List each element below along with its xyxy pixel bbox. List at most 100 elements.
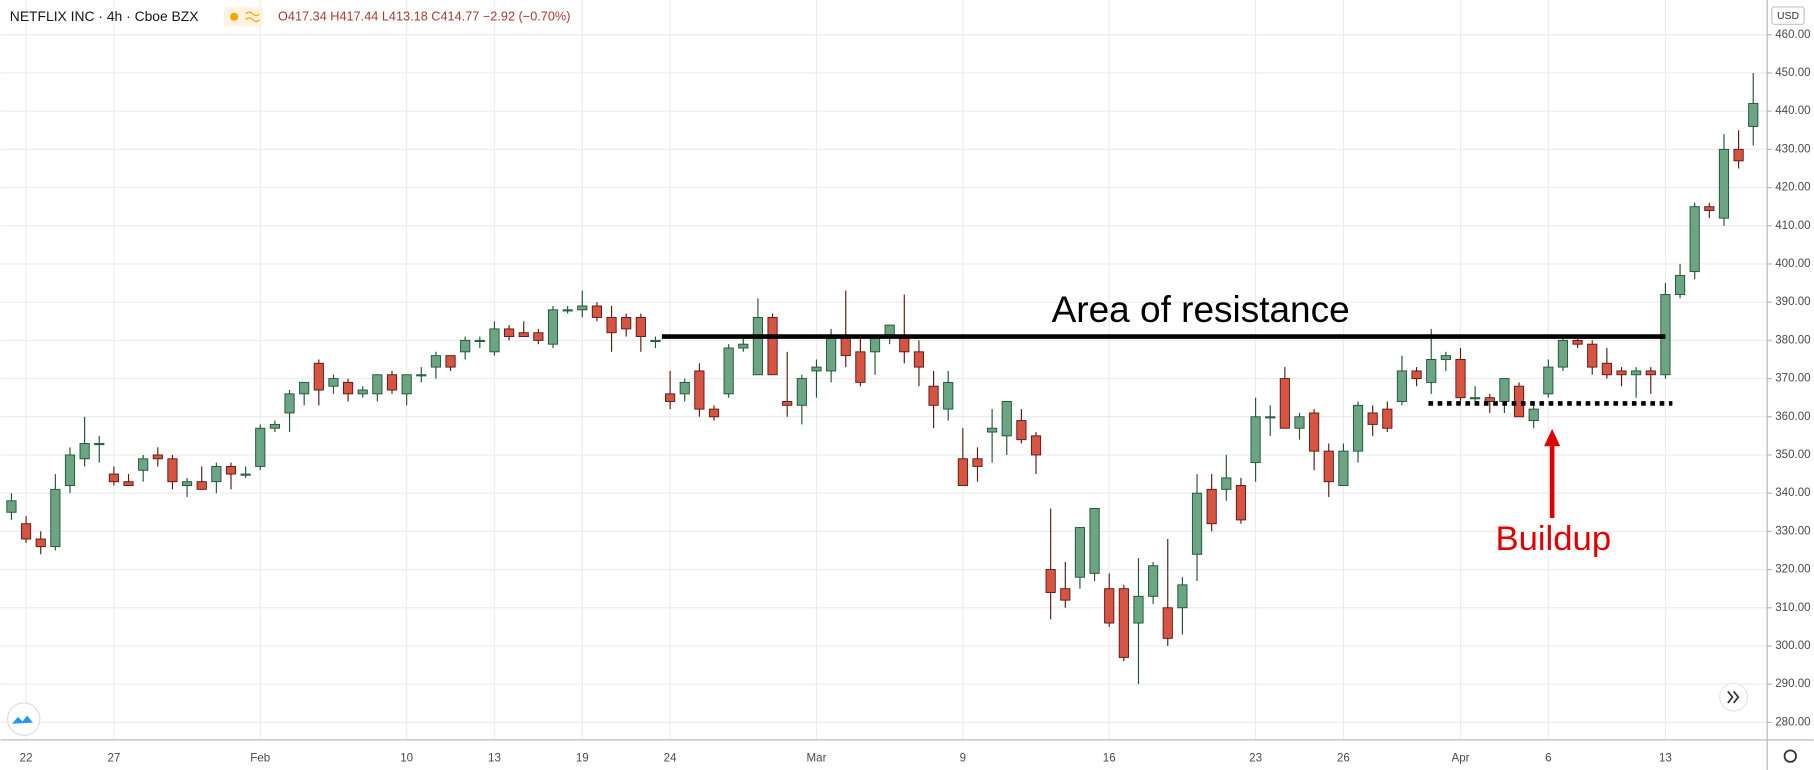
candle-body bbox=[35, 538, 46, 548]
candle-body bbox=[343, 381, 354, 395]
candle-body bbox=[943, 381, 954, 410]
candle-body bbox=[1440, 355, 1451, 360]
y-tick-label: 440.00 bbox=[1775, 105, 1810, 117]
y-tick-label: 410.00 bbox=[1775, 220, 1810, 232]
y-tick-label: 350.00 bbox=[1775, 449, 1810, 461]
candle-body bbox=[738, 343, 749, 349]
x-tick-label: Mar bbox=[807, 752, 827, 764]
candle-body bbox=[255, 427, 266, 467]
candle-body bbox=[621, 316, 632, 330]
y-tick-label: 280.00 bbox=[1775, 716, 1810, 728]
candle-body bbox=[796, 378, 807, 406]
candle-body bbox=[1191, 492, 1203, 555]
candle-body bbox=[708, 408, 720, 418]
candle-body bbox=[225, 465, 237, 475]
candle-body bbox=[401, 374, 412, 395]
candle-body bbox=[1279, 378, 1290, 429]
candle-body bbox=[1689, 206, 1700, 273]
candle-body bbox=[474, 339, 485, 342]
candle-body bbox=[6, 500, 17, 513]
candle-body bbox=[1045, 569, 1056, 593]
session-badge[interactable] bbox=[223, 6, 264, 27]
y-tick-label: 380.00 bbox=[1775, 334, 1810, 346]
x-tick-label: 13 bbox=[488, 752, 501, 764]
logo-button[interactable] bbox=[6, 702, 41, 736]
logo-icon bbox=[12, 715, 33, 724]
y-tick-label: 390.00 bbox=[1775, 296, 1810, 308]
settings-icon[interactable] bbox=[1783, 749, 1797, 763]
candle-body bbox=[1294, 416, 1305, 429]
candle-body bbox=[123, 481, 134, 486]
x-tick-label: 27 bbox=[107, 752, 120, 764]
candle-body bbox=[79, 443, 90, 460]
x-tick-label: 23 bbox=[1249, 752, 1262, 764]
candle-body bbox=[928, 385, 939, 406]
candle-body bbox=[94, 443, 105, 446]
y-tick-label: 310.00 bbox=[1775, 602, 1810, 614]
candle-body bbox=[811, 366, 822, 372]
wave-icon bbox=[245, 11, 260, 22]
candles bbox=[6, 72, 1759, 685]
candle-body bbox=[1426, 359, 1437, 383]
x-tick-label: 24 bbox=[664, 752, 677, 764]
candle-body bbox=[1704, 206, 1715, 211]
candle-body bbox=[533, 332, 544, 341]
candle-body bbox=[416, 374, 427, 377]
y-tick-label: 450.00 bbox=[1775, 67, 1810, 79]
resistance-label: Area of resistance bbox=[1052, 289, 1350, 330]
candle-body bbox=[211, 465, 222, 483]
candle-body bbox=[1748, 103, 1759, 127]
candle-body bbox=[1001, 401, 1012, 437]
x-tick-label: 13 bbox=[1659, 752, 1672, 764]
candle-body bbox=[1587, 343, 1598, 368]
candle-body bbox=[1528, 408, 1539, 422]
candle-body bbox=[1177, 584, 1188, 609]
candle-body bbox=[547, 309, 559, 345]
candle-body bbox=[240, 473, 251, 476]
candle-body bbox=[460, 339, 471, 353]
chevrons-icon bbox=[1727, 690, 1740, 704]
y-tick-label: 420.00 bbox=[1775, 182, 1810, 194]
candle-body bbox=[138, 458, 149, 471]
candle-body bbox=[430, 355, 441, 368]
candle-body bbox=[1616, 370, 1627, 376]
x-tick-label: 6 bbox=[1545, 752, 1551, 764]
candle-body bbox=[167, 458, 178, 483]
x-tick-label: 9 bbox=[960, 752, 966, 764]
candle-body bbox=[489, 328, 500, 353]
candle-body bbox=[767, 316, 778, 376]
candle-body bbox=[328, 378, 339, 387]
y-tick-label: 360.00 bbox=[1775, 411, 1810, 423]
candle-body bbox=[504, 328, 515, 338]
x-tick-label: Feb bbox=[250, 752, 270, 764]
candle-body bbox=[1030, 435, 1042, 456]
candle-body bbox=[562, 309, 573, 312]
candle-body bbox=[1148, 565, 1159, 597]
candle-body bbox=[1382, 408, 1393, 429]
candle-body bbox=[1104, 588, 1115, 624]
candle-body bbox=[1733, 148, 1744, 162]
y-tick-label: 330.00 bbox=[1775, 525, 1810, 537]
currency-badge bbox=[1771, 6, 1805, 25]
candle-body bbox=[1309, 412, 1320, 452]
candle-body bbox=[635, 316, 646, 338]
candle-body bbox=[20, 523, 32, 540]
candle-body bbox=[108, 473, 119, 483]
candle-body bbox=[957, 458, 968, 486]
candle-body bbox=[1206, 488, 1217, 525]
candle-body bbox=[50, 488, 61, 548]
candle-body bbox=[1133, 595, 1144, 624]
candle-body bbox=[577, 305, 588, 311]
grid bbox=[0, 0, 1768, 740]
candle-body bbox=[1484, 397, 1495, 402]
candle-body bbox=[1118, 588, 1129, 658]
candle-body bbox=[723, 347, 734, 395]
x-tick-label: 10 bbox=[400, 752, 413, 764]
y-tick-label: 370.00 bbox=[1775, 373, 1810, 385]
candle-body bbox=[782, 401, 793, 406]
candle-body bbox=[372, 374, 383, 395]
scroll-right-button[interactable] bbox=[1719, 682, 1749, 712]
candle-body bbox=[987, 427, 998, 433]
candle-body bbox=[1631, 370, 1642, 376]
